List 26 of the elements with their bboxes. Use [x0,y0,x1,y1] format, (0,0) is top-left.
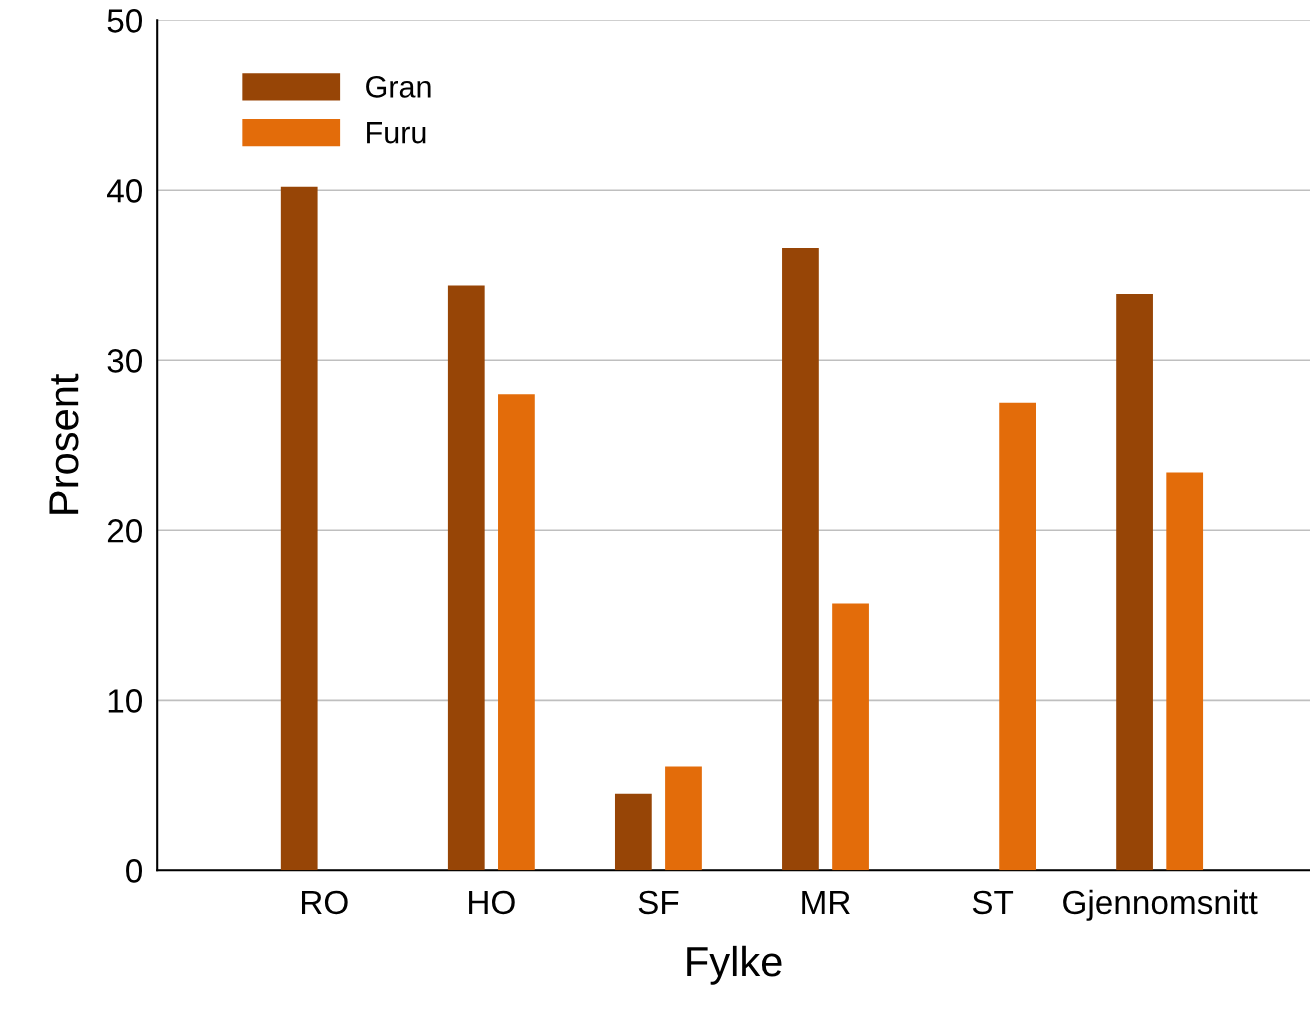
bar [498,394,535,871]
bar [1166,472,1204,871]
y-tick-label: 10 [108,689,143,713]
x-axis-title: Fylke [687,945,782,985]
x-tick-label: HO [469,890,515,915]
y-tick-label: 0 [126,859,143,883]
bar [1116,293,1153,871]
bar [999,402,1036,871]
legend-label: Furu [367,122,426,144]
bar [614,793,652,871]
x-tick-label: ST [972,890,1014,915]
bar [832,603,869,871]
bar [782,248,819,871]
legend-label: Gran [366,76,431,98]
bar [447,285,485,871]
x-tick-label: RO [302,890,348,915]
bar [665,766,702,871]
x-tick-label: MR [802,890,850,914]
y-tick-label: 30 [107,349,143,373]
y-tick-label: 40 [107,179,143,203]
x-tick-label: Gjennomsnitt [1063,889,1258,921]
x-tick-label: SF [638,890,679,915]
y-tick-label: 50 [107,9,143,33]
y-tick-label: 20 [107,519,143,543]
bar [280,186,318,871]
y-axis-title: Prosent [49,373,79,514]
